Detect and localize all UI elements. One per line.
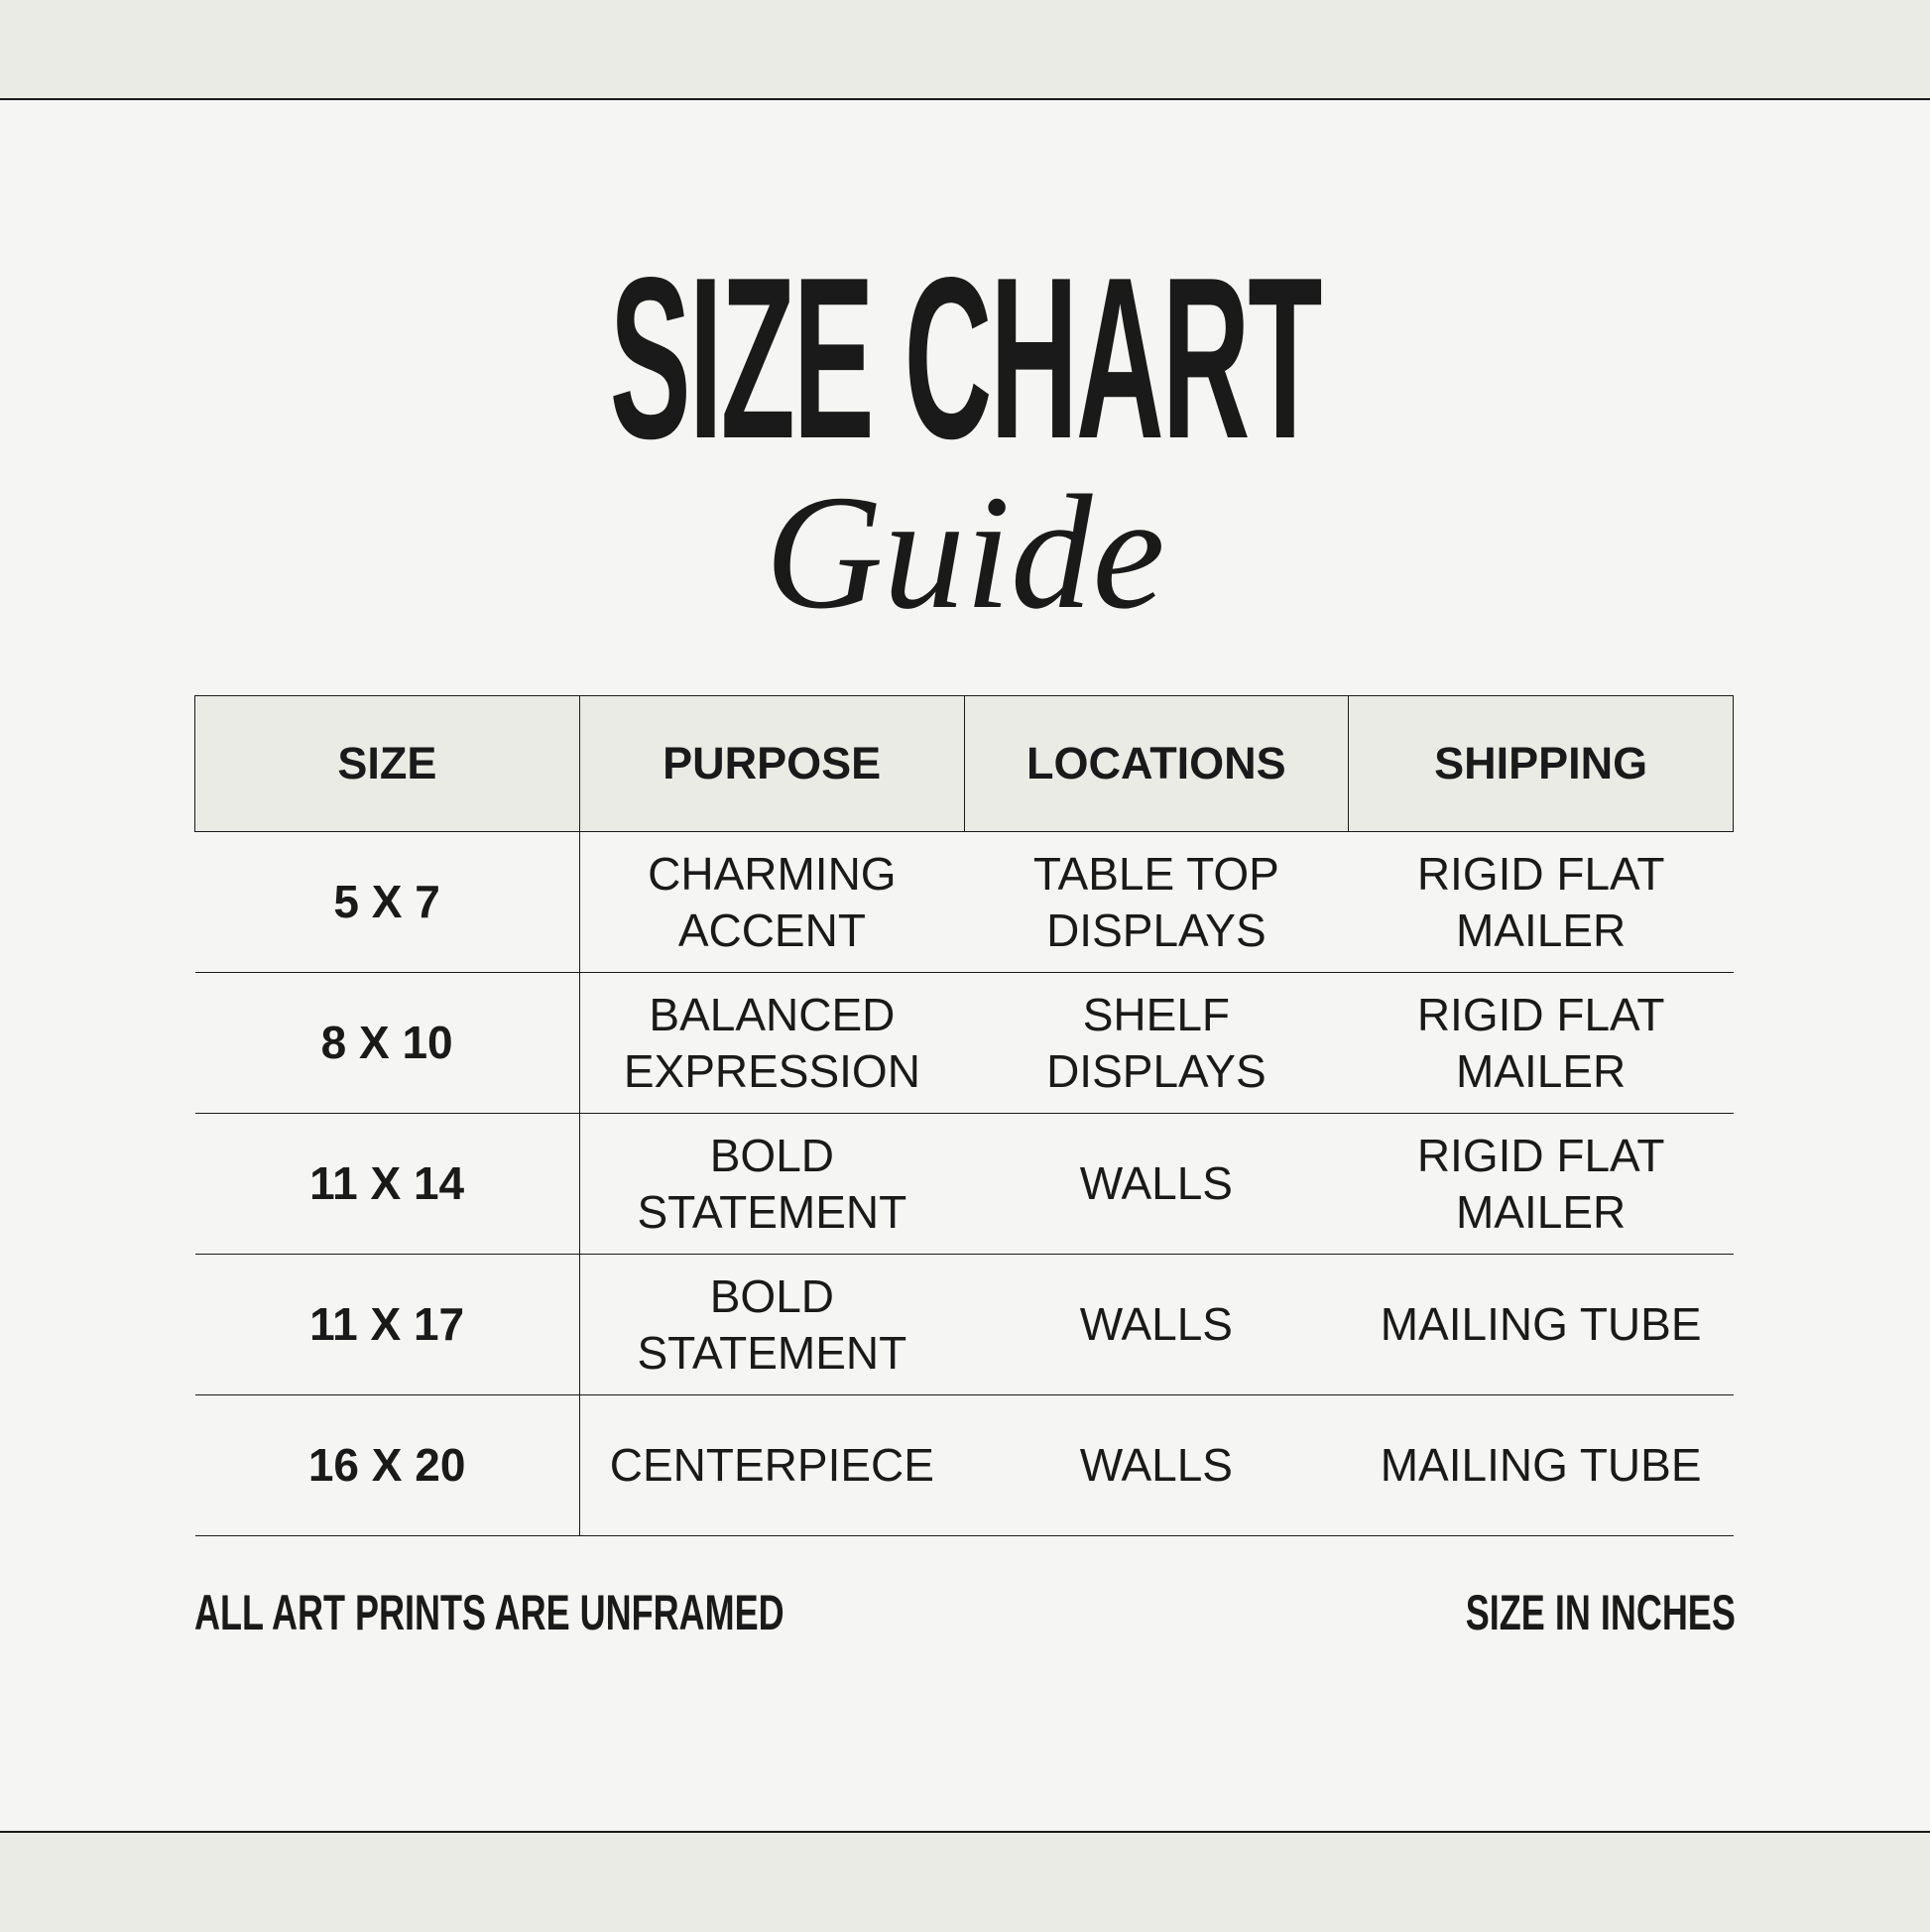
units-note: SIZE IN INCHES <box>1465 1585 1736 1640</box>
cell-purpose: BALANCED EXPRESSION <box>579 972 964 1114</box>
page-title: SIZE CHART <box>0 230 1930 487</box>
cell-size: 8 X 10 <box>194 972 580 1114</box>
cell-purpose: BOLD STATEMENT <box>579 1113 964 1255</box>
cell-size: 16 X 20 <box>194 1394 580 1536</box>
cell-shipping: RIGID FLAT MAILER <box>1348 972 1734 1114</box>
cell-locations: WALLS <box>964 1394 1349 1536</box>
table-header-row: SIZE PURPOSE LOCATIONS SHIPPING <box>194 695 1734 832</box>
cell-size: 5 X 7 <box>194 831 580 973</box>
cell-shipping: MAILING TUBE <box>1348 1254 1734 1395</box>
cell-purpose: BOLD STATEMENT <box>579 1254 964 1395</box>
cell-size: 11 X 17 <box>194 1254 580 1395</box>
cell-locations: SHELF DISPLAYS <box>964 972 1349 1114</box>
header-size: SIZE <box>194 695 580 832</box>
header-locations: LOCATIONS <box>963 695 1350 832</box>
cell-purpose: CENTERPIECE <box>579 1394 964 1536</box>
cell-locations: WALLS <box>964 1113 1349 1255</box>
cell-locations: TABLE TOP DISPLAYS <box>964 831 1349 973</box>
size-chart-table: SIZE PURPOSE LOCATIONS SHIPPING 5 X 7 CHA… <box>194 695 1734 1536</box>
cell-shipping: MAILING TUBE <box>1348 1394 1734 1536</box>
bottom-band <box>0 1831 1930 1932</box>
table-row: 11 X 14 BOLD STATEMENT WALLS RIGID FLAT MAILE… <box>194 1113 1734 1255</box>
subtitle-script: Guide <box>765 461 1165 643</box>
table-row: 8 X 10 BALANCED EXPRESSION SHELF DISPLAYS RIG… <box>194 972 1734 1114</box>
table-row: 11 X 17 BOLD STATEMENT WALLS MAILING TUBE <box>194 1254 1734 1395</box>
header-shipping: SHIPPING <box>1348 695 1734 832</box>
cell-purpose: CHARMING ACCENT <box>579 831 964 973</box>
table-row: 16 X 20 CENTERPIECE WALLS MAILING TUBE <box>194 1394 1734 1536</box>
cell-shipping: RIGID FLAT MAILER <box>1348 831 1734 973</box>
cell-locations: WALLS <box>964 1254 1349 1395</box>
unframed-note: ALL ART PRINTS ARE UNFRAMED <box>194 1585 784 1640</box>
cell-shipping: RIGID FLAT MAILER <box>1348 1113 1734 1255</box>
table-row: 5 X 7 CHARMING ACCENT TABLE TOP DISPLAYS RIGI… <box>194 831 1734 973</box>
cell-size: 11 X 14 <box>194 1113 580 1255</box>
top-band <box>0 0 1930 100</box>
title-text: SIZE CHART <box>609 230 1323 487</box>
header-purpose: PURPOSE <box>578 695 965 832</box>
